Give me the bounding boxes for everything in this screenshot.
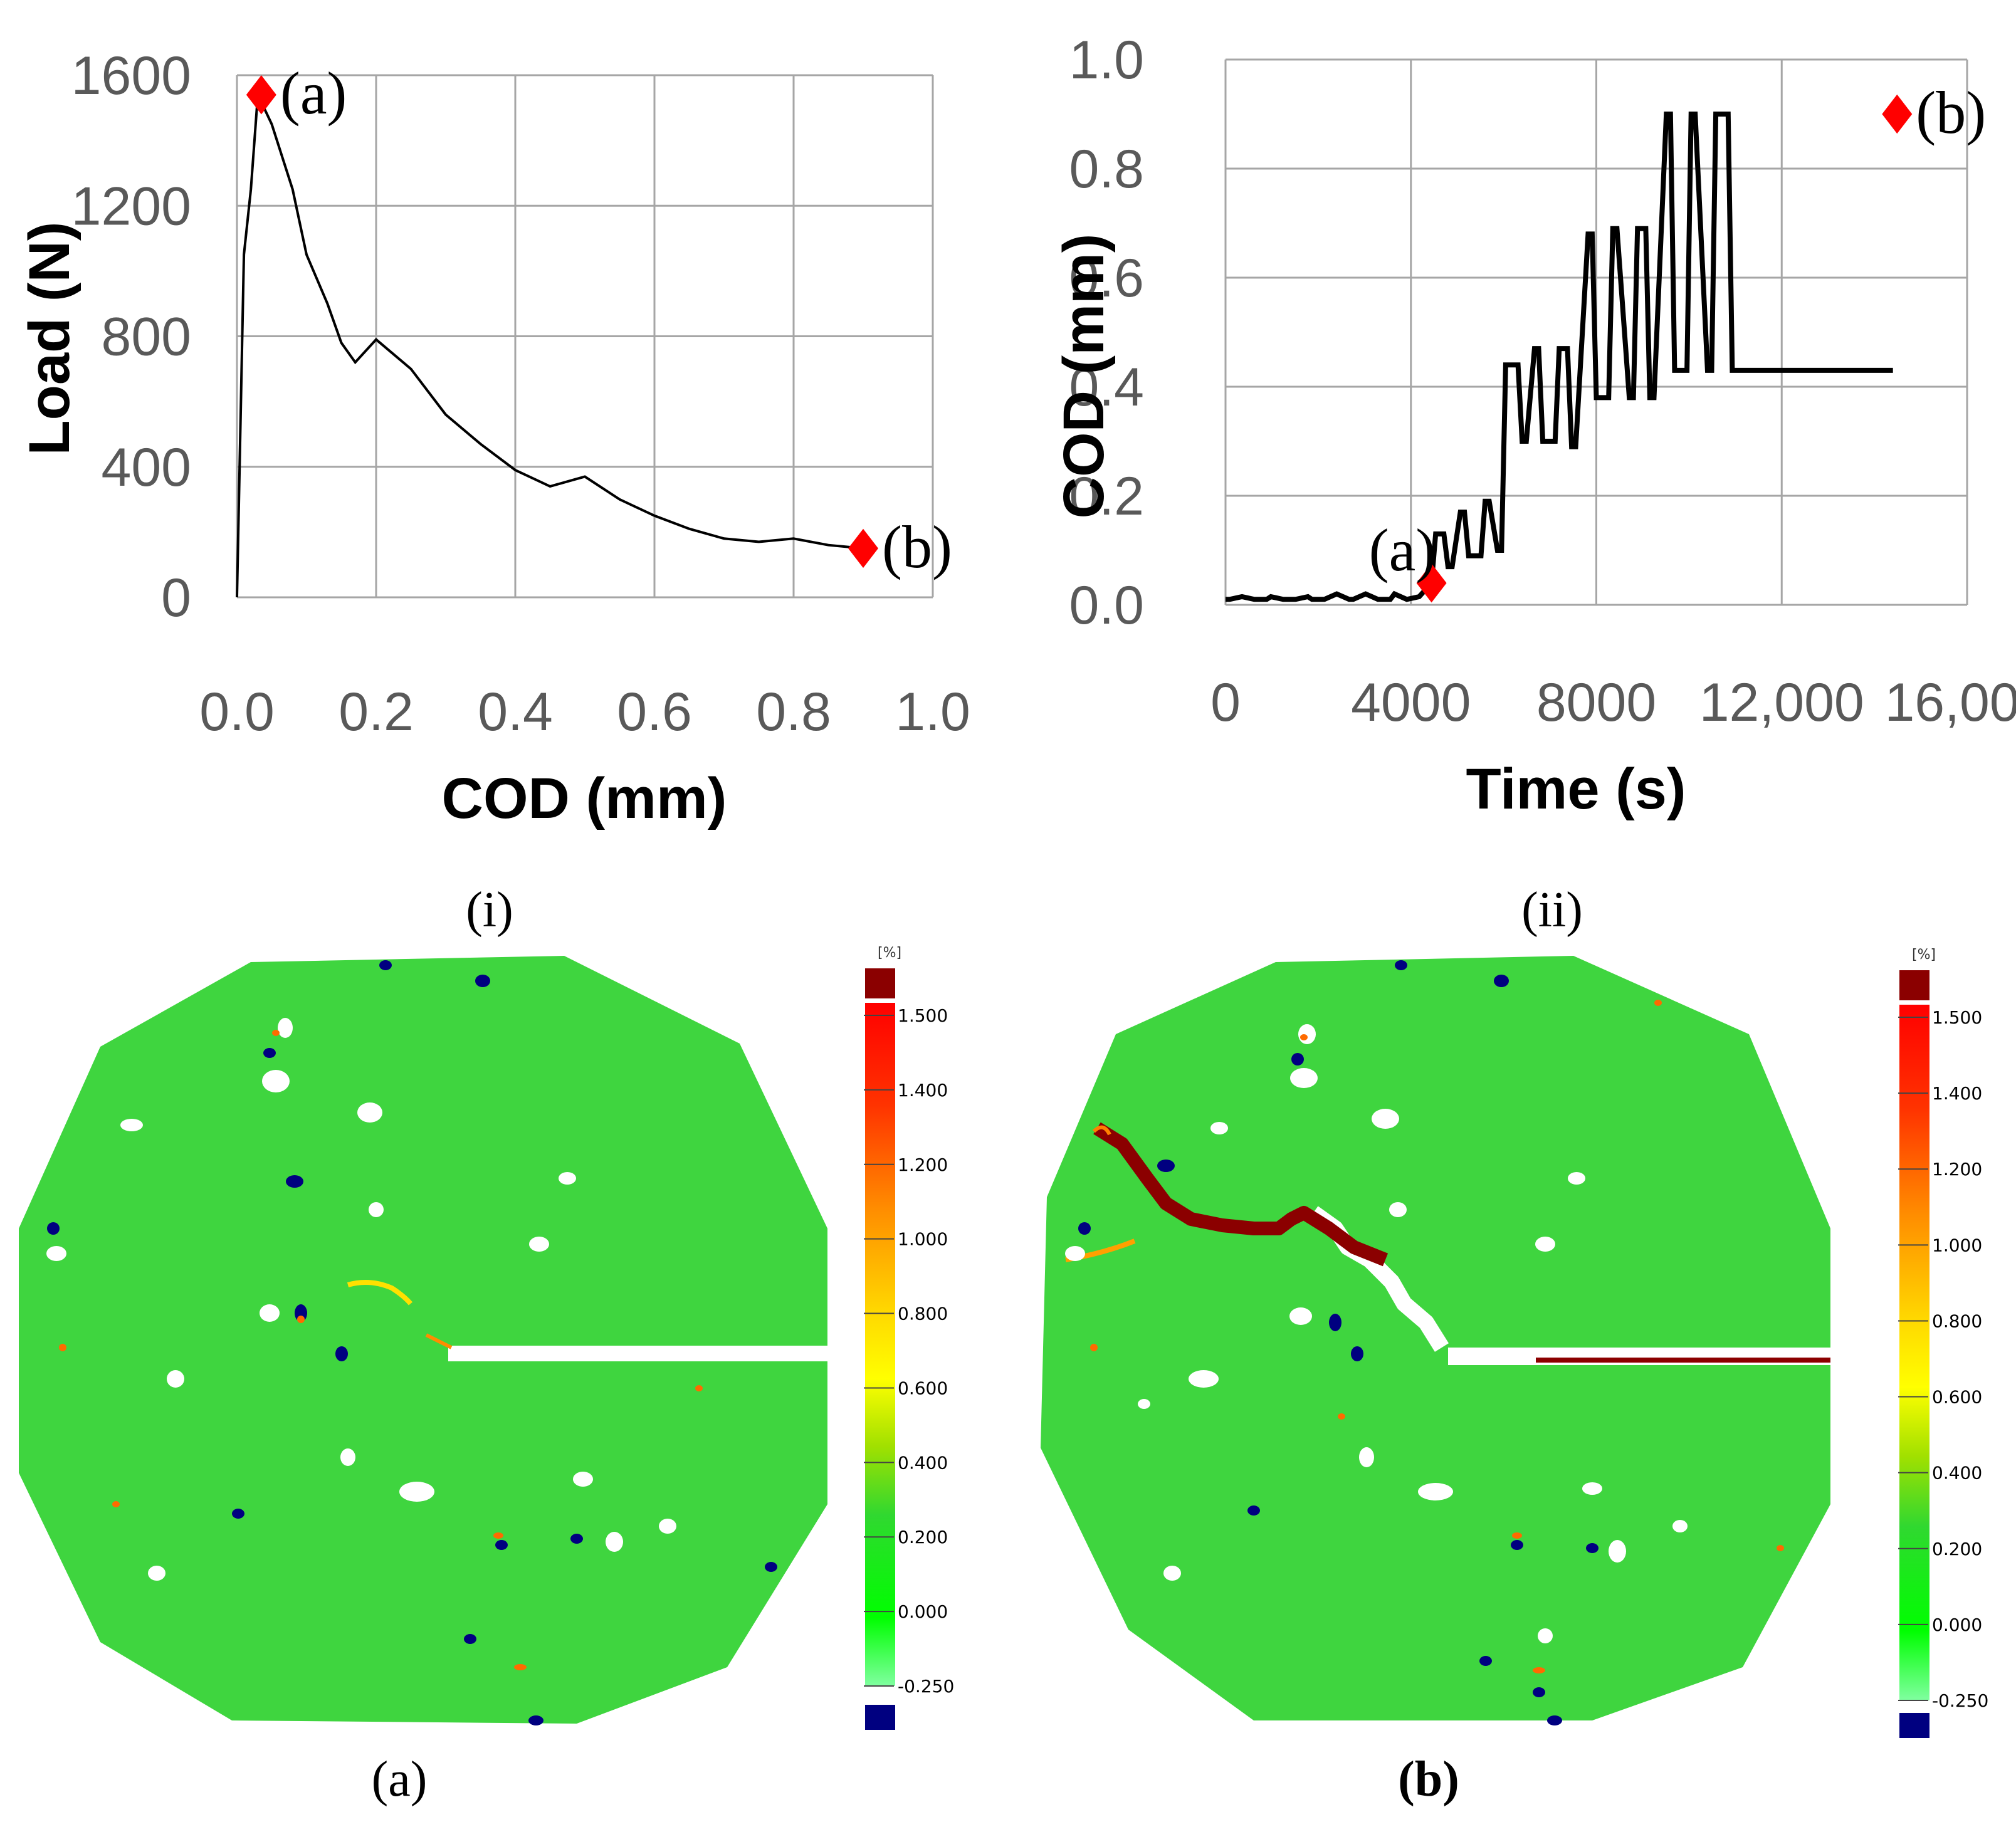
- colorbar-a: [%] 1.500 1.400 1.200 1.000 0.800 0.600 0.400 0…: [864, 945, 954, 1730]
- cod-time-x-tick: 12,000: [1699, 673, 1864, 733]
- cod-time-chart: 04000800012,00016,0000.00.20.40.60.81.0 …: [1052, 30, 2016, 938]
- strain-map-caption-b: (b): [1398, 1752, 1459, 1807]
- cod-time-marker-label-1: (b): [1916, 79, 1986, 146]
- cod-time-line-cod-time: [1226, 112, 1893, 602]
- crack-branch-edge-b: [1092, 1125, 1111, 1136]
- load-cod-x-tick: 0.2: [339, 682, 414, 742]
- colorbar-gradient-a: [865, 1003, 895, 1686]
- colorbar-under-swatch-b: [1899, 1713, 1929, 1738]
- cod-time-series: [1226, 112, 1893, 602]
- cod-time-ticks: 0 4000 8000 12,000 16,000 0.0 0.2 0.4 0.6 0.8 1.0: [1069, 30, 2016, 733]
- specimen-field-a: [19, 956, 827, 1724]
- colorbar-b: [%] 1.500 1.400 1.200 1.000 0.800 0.600 0.400 0…: [1898, 947, 1988, 1738]
- load-cod-marker-0: [246, 75, 276, 115]
- colorbar-label: 0.600: [1932, 1387, 1982, 1408]
- colorbar-over-swatch-b: [1899, 970, 1929, 1000]
- cod-time-annotations: (a) (b): [1369, 79, 1986, 603]
- load-cod-x-tick: 0.8: [756, 682, 831, 742]
- colorbar-gradient-b: [1899, 1005, 1929, 1700]
- low-strain-spots-b: [1078, 960, 1599, 1725]
- load-cod-x-label: COD (mm): [442, 767, 727, 830]
- strain-map-caption-a: (a): [372, 1752, 428, 1807]
- load-cod-series: [236, 90, 864, 598]
- colorbar-unit-b: [%]: [1912, 947, 1936, 963]
- cod-time-x-tick: 4000: [1351, 673, 1471, 733]
- cod-time-y-tick: 0.8: [1069, 139, 1144, 199]
- colorbar-label: 1.500: [1932, 1007, 1982, 1028]
- cod-time-x-tick: 0: [1210, 673, 1241, 733]
- load-cod-x-tick: 0.6: [617, 682, 692, 742]
- crack-initiation-a: [347, 1280, 413, 1306]
- colorbar-label: 1.000: [898, 1229, 948, 1250]
- cod-time-y-label: COD (mm): [1052, 234, 1116, 519]
- load-cod-x-tick: 0.0: [199, 682, 275, 742]
- load-cod-chart: 0.0 0.2 0.4 0.6 0.8 1.0 0 400 800 1200 1600 (a) (b)…: [18, 46, 970, 938]
- high-strain-spots-a: [59, 1030, 703, 1670]
- cod-time-y-tick: 0.4: [1069, 357, 1144, 417]
- colorbar-label: 0.400: [1932, 1463, 1982, 1484]
- crack-high-strain-b: [1093, 1122, 1389, 1267]
- colorbar-label: 0.800: [1932, 1311, 1982, 1331]
- cod-time-y-tick: 0.0: [1069, 575, 1144, 636]
- cod-time-marker-0: [1416, 563, 1447, 603]
- colorbar-over-swatch-a: [865, 968, 895, 998]
- strain-map-b: (b): [1041, 956, 1834, 1807]
- load-cod-y-tick: 800: [102, 307, 192, 367]
- colorbar-label: 1.200: [898, 1154, 948, 1175]
- load-cod-y-label: Load (N): [18, 221, 81, 455]
- load-cod-x-tick: 1.0: [895, 682, 970, 742]
- load-cod-marker-label-0: (a): [280, 60, 347, 127]
- colorbar-label: 1.400: [1932, 1083, 1982, 1104]
- cod-time-x-tick: 8000: [1536, 673, 1656, 733]
- colorbar-label: 1.000: [1932, 1235, 1982, 1255]
- colorbar-label: 0.000: [898, 1601, 948, 1622]
- colorbar-label: 1.400: [898, 1080, 948, 1101]
- load-cod-x-tick: 0.4: [478, 682, 553, 742]
- colorbar-label: 1.500: [898, 1005, 948, 1026]
- load-cod-marker-1: [848, 528, 878, 568]
- voids-a: [46, 1018, 676, 1581]
- load-cod-y-tick: 400: [102, 437, 192, 498]
- colorbar-label: 0.200: [898, 1527, 948, 1547]
- load-cod-y-tick: 0: [161, 568, 191, 628]
- colorbar-labels-b: 1.500 1.400 1.200 1.000 0.800 0.600 0.400 0.200…: [1898, 1007, 1988, 1711]
- cod-time-x-tick: 16,000: [1884, 673, 2016, 733]
- colorbar-under-swatch-a: [865, 1705, 895, 1730]
- load-cod-grid: [236, 74, 934, 599]
- load-cod-marker-label-1: (b): [882, 513, 952, 580]
- load-cod-ticks: 0.0 0.2 0.4 0.6 0.8 1.0 0 400 800 1200 1600: [71, 46, 970, 742]
- colorbar-label: 0.800: [898, 1304, 948, 1324]
- high-strain-spots-b: [1090, 1000, 1784, 1673]
- cod-time-x-label: Time (s): [1466, 757, 1686, 821]
- strain-map-a: (a): [19, 956, 834, 1807]
- cod-time-marker-1: [1882, 94, 1913, 134]
- load-cod-y-tick: 1600: [71, 46, 191, 106]
- notch-a: [448, 1346, 834, 1361]
- chart-caption-i: (i): [466, 882, 513, 938]
- cod-time-y-tick: 1.0: [1069, 30, 1144, 90]
- colorbar-labels-a: 1.500 1.400 1.200 1.000 0.800 0.600 0.400 0.200…: [864, 1005, 954, 1697]
- colorbar-label: -0.250: [1932, 1690, 1988, 1711]
- chart-caption-ii: (ii): [1521, 882, 1583, 938]
- cod-time-marker-label-0: (a): [1369, 516, 1436, 584]
- colorbar-label: 0.400: [898, 1452, 948, 1473]
- colorbar-label: -0.250: [898, 1676, 954, 1697]
- load-cod-annotations: (a) (b): [246, 60, 952, 580]
- cod-time-y-tick: 0.2: [1069, 466, 1144, 526]
- voids-b: [1065, 1024, 1688, 1643]
- colorbar-unit-a: [%]: [878, 945, 901, 961]
- colorbar-label: 0.600: [898, 1378, 948, 1398]
- colorbar-label: 1.200: [1932, 1159, 1982, 1180]
- notch-edge-a: [425, 1333, 453, 1349]
- colorbar-label: 0.200: [1932, 1539, 1982, 1559]
- cod-time-y-tick: 0.6: [1069, 248, 1144, 308]
- load-cod-y-tick: 1200: [71, 176, 191, 236]
- colorbar-label: 0.000: [1932, 1615, 1982, 1635]
- load-cod-line-load-cod: [236, 90, 864, 598]
